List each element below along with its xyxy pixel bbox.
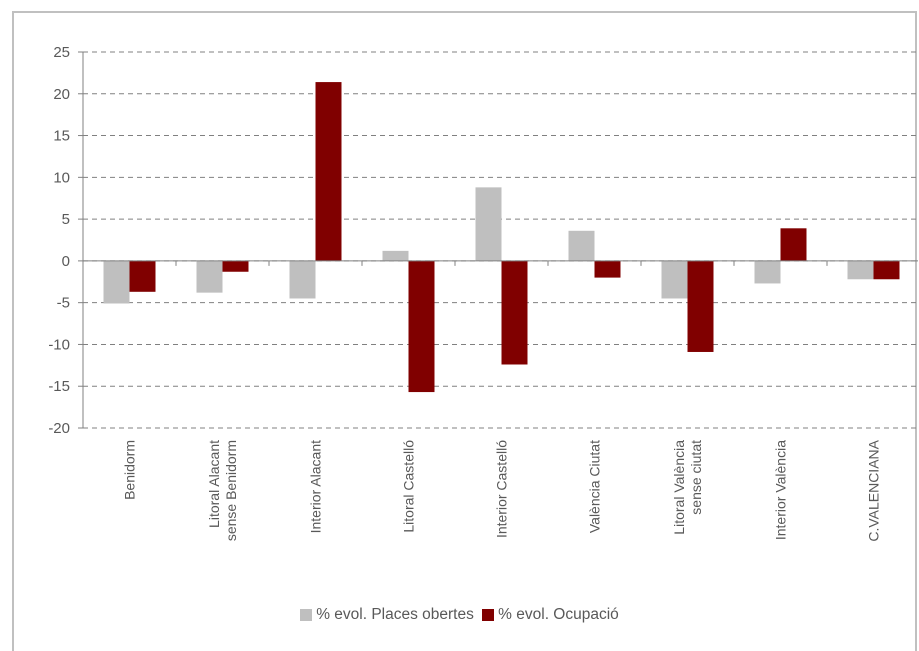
category-label: Interior Castelló xyxy=(494,440,510,538)
bar-places-obertes xyxy=(661,260,688,299)
bar-places-obertes xyxy=(475,187,502,261)
bar-ocupacio xyxy=(501,260,528,365)
category-label: C.VALENCIANA xyxy=(866,439,882,541)
legend-label-places: % evol. Places obertes xyxy=(316,606,474,623)
bar-places-obertes xyxy=(382,250,409,261)
bar-places-obertes xyxy=(196,260,223,293)
legend-item-places: % evol. Places obertes xyxy=(300,606,474,624)
bar-places-obertes xyxy=(103,260,130,304)
category-label: Benidorm xyxy=(122,440,138,500)
y-tick-label: -20 xyxy=(48,420,70,437)
bar-ocupacio xyxy=(222,260,249,272)
bar-ocupacio xyxy=(780,228,807,261)
y-tick-label: 10 xyxy=(53,169,70,186)
bar-places-obertes xyxy=(754,260,781,284)
bar-ocupacio xyxy=(129,260,156,292)
bar-ocupacio xyxy=(408,260,435,393)
y-tick-label: -15 xyxy=(48,378,70,395)
bar-places-obertes xyxy=(568,230,595,261)
legend-swatch-places xyxy=(300,609,313,621)
legend-item-ocupacio: % evol. Ocupació xyxy=(482,606,619,624)
bar-places-obertes xyxy=(847,260,874,280)
y-tick-label: -10 xyxy=(48,336,70,353)
legend-swatch-ocupacio xyxy=(482,609,495,621)
bar-ocupacio xyxy=(687,260,714,352)
y-tick-label: 20 xyxy=(53,86,70,103)
bar-ocupacio xyxy=(594,260,621,278)
category-label: Litoral Castelló xyxy=(401,440,417,533)
chart-frame xyxy=(12,11,917,651)
legend: % evol. Places obertes % evol. Ocupació xyxy=(0,606,919,626)
y-tick-label: 0 xyxy=(62,253,70,270)
category-label: sense Benidorm xyxy=(223,440,239,541)
y-tick-label: 5 xyxy=(62,211,70,228)
y-tick-label: 25 xyxy=(53,44,70,61)
category-label: Litoral València xyxy=(671,440,687,535)
bar-chart: 25 20 15 10 5 0 -5 -10 -15 -20 Benidorm Litoral Ala… xyxy=(48,44,918,542)
y-tick-label: -5 xyxy=(57,295,70,312)
category-label: Interior Alacant xyxy=(308,440,324,533)
bar-places-obertes xyxy=(289,260,316,299)
y-tick-label: 15 xyxy=(53,128,70,145)
bar-ocupacio xyxy=(873,260,900,280)
category-label: València Ciutat xyxy=(587,440,603,533)
category-label: Interior València xyxy=(773,440,789,540)
bar-ocupacio xyxy=(315,82,342,261)
legend-label-ocupacio: % evol. Ocupació xyxy=(498,606,619,623)
category-label: Litoral Alacant xyxy=(206,440,222,528)
category-label: sense ciutat xyxy=(688,440,704,515)
